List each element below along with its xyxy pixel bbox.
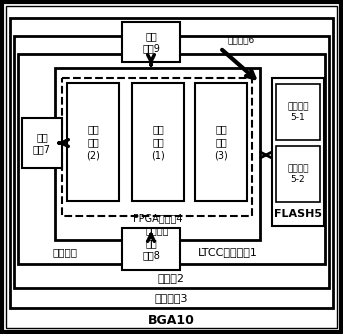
Bar [10,18,333,308]
Text: 电源
电路7: 电源 电路7 [33,132,51,154]
Text: FPGA核芯片4: FPGA核芯片4 [133,213,182,223]
Text: 数据
模块
(3): 数据 模块 (3) [214,124,228,160]
Bar [122,228,180,270]
Bar [55,68,260,240]
Text: FLASH5: FLASH5 [274,209,322,219]
Bar [122,22,180,62]
Text: 软件系统: 软件系统 [146,225,169,235]
Text: 引线笪兯6: 引线笪兯6 [228,35,255,44]
Bar [276,146,320,202]
Text: LTCC基板电路1: LTCC基板电路1 [198,247,258,257]
Text: 存储参数
5-2: 存储参数 5-2 [287,164,309,184]
Text: 通信
模块
(2): 通信 模块 (2) [86,124,100,160]
Bar [22,118,62,168]
Text: 可伐框2: 可伐框2 [157,273,185,283]
Text: 硬件系统: 硬件系统 [52,247,78,257]
Text: 可伐盖抟3: 可伐盖抟3 [154,293,188,303]
Bar [62,78,252,216]
Text: 配置文件
5-1: 配置文件 5-1 [287,102,309,122]
Bar [272,78,324,226]
Bar [276,84,320,140]
Bar [132,83,184,201]
Text: 去耦
电路9: 去耦 电路9 [142,31,160,53]
Bar [67,83,119,201]
Text: BGA10: BGA10 [147,314,194,327]
Bar [195,83,247,201]
Bar [18,54,325,264]
Text: 控制
模块
(1): 控制 模块 (1) [151,124,165,160]
Text: 配置
电路8: 配置 电路8 [142,238,160,260]
Bar [14,36,329,288]
